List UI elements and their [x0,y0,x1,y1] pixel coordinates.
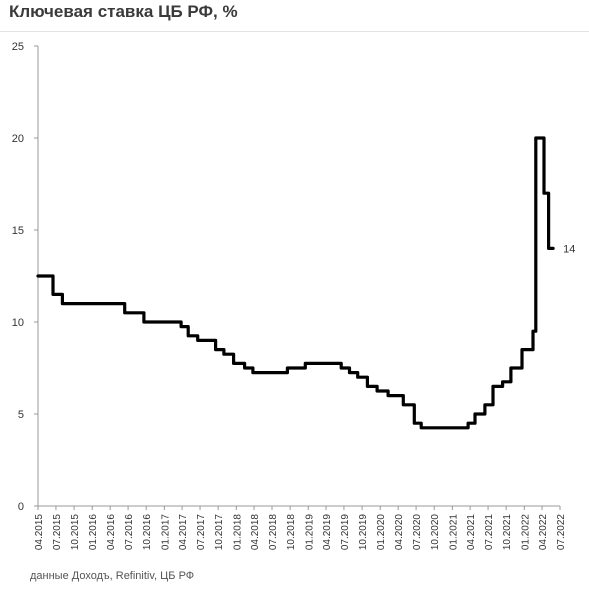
y-tick-label: 10 [12,317,24,329]
x-tick-label: 04.2021 [466,514,477,551]
x-tick-label: 10.2018 [286,514,297,551]
x-tick-label: 10.2020 [430,514,441,551]
x-tick-label: 04.2022 [538,514,549,551]
y-tick-label: 0 [18,501,24,513]
title-divider [0,31,589,32]
source-note: данные Доходъ, Refinitiv, ЦБ РФ [30,570,195,582]
x-tick-label: 04.2017 [178,514,189,551]
y-axis: 0 5 10 15 20 25 [12,41,39,513]
x-tick-label: 01.2018 [232,514,243,551]
x-tick-label: 07.2016 [124,514,135,551]
x-tick-label: 04.2019 [322,514,333,551]
x-tick-label: 07.2019 [340,514,351,551]
x-tick-label: 10.2019 [358,514,369,551]
x-tick-label: 01.2019 [304,514,315,551]
x-axis: 04.2015 07.2015 10.2015 01.2016 04.2016 07.20… [34,505,567,551]
x-tick-label: 07.2015 [52,514,63,551]
x-tick-label: 07.2020 [412,514,423,551]
end-value-label: 14 [563,243,575,255]
series-line [36,136,555,430]
y-tick-label: 15 [12,225,24,237]
x-tick-label: 10.2021 [502,514,513,551]
x-tick-label: 07.2022 [556,514,567,551]
page-title: Ключевая ставка ЦБ РФ, % [9,2,238,21]
x-tick-label: 01.2016 [88,514,99,551]
x-tick-label: 04.2015 [34,514,45,551]
x-tick-label: 07.2018 [268,514,279,551]
x-tick-label: 07.2017 [196,514,207,551]
x-tick-label: 04.2016 [106,514,117,551]
x-tick-label: 01.2021 [448,514,459,551]
series-group: 14 [36,136,575,430]
x-tick-label: 10.2015 [70,514,81,551]
x-tick-label: 01.2017 [160,514,171,551]
x-tick-label: 04.2020 [394,514,405,551]
y-tick-label: 5 [18,409,24,421]
x-tick-label: 01.2022 [520,514,531,551]
x-tick-label: 10.2016 [142,514,153,551]
y-tick-label: 25 [12,41,24,53]
x-tick-label: 10.2017 [214,514,225,551]
x-tick-label: 04.2018 [250,514,261,551]
y-tick-label: 20 [12,133,24,145]
x-tick-label: 07.2021 [484,514,495,551]
x-tick-label: 01.2020 [376,514,387,551]
